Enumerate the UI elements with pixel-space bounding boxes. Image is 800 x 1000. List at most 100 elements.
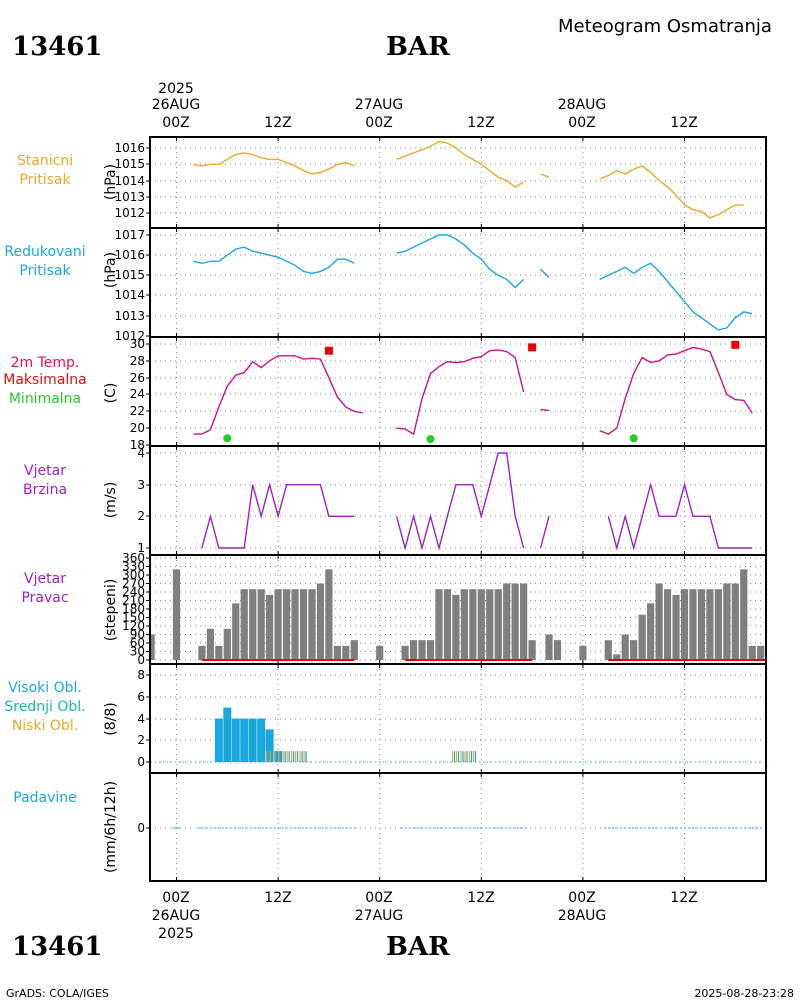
- unit-label-stp: (hPa): [103, 164, 119, 200]
- wind-dir-bar: [545, 634, 553, 660]
- wind-dir-bar: [257, 589, 265, 660]
- series-line-temperature: [396, 349, 525, 436]
- y-tick-label: 360: [122, 551, 145, 565]
- series-line-stp: [193, 152, 355, 175]
- y-tick-label: 1012: [114, 206, 145, 220]
- low-cloud-bar: [278, 751, 280, 762]
- wind-dir-bar: [223, 628, 231, 660]
- station-id-bottom: 13461: [12, 932, 102, 962]
- wind-dir-bar: [528, 640, 536, 660]
- wind-dir-bar: [469, 589, 477, 660]
- panel-frame-stp: [149, 136, 767, 229]
- wind-dir-bar: [342, 645, 350, 660]
- y-tick-label: 1016: [114, 141, 145, 155]
- y-tick-label: 0: [137, 821, 145, 835]
- low-cloud-bar: [472, 751, 475, 762]
- station-id-top: 13461: [12, 32, 102, 62]
- y-tick-label: 20: [130, 421, 145, 435]
- high-cloud-bar: [248, 718, 257, 762]
- low-cloud-bar: [451, 751, 454, 762]
- bottom-time-axis: 00Z 12Z 00Z 12Z 00Z 12Z 26AUG 27AUG 28AU…: [152, 890, 698, 942]
- wind-dir-bar: [325, 569, 333, 660]
- panel-label-tmp-1: Maksimalna: [3, 372, 87, 388]
- low-cloud-bar: [265, 751, 267, 762]
- wind-dir-bar: [477, 589, 485, 660]
- top-year-label: 2025: [158, 81, 194, 97]
- y-tick-label: 2: [137, 733, 145, 747]
- wind-dir-bar: [731, 583, 739, 660]
- low-cloud-bar: [288, 751, 290, 762]
- series-line-rdp: [540, 268, 550, 278]
- wind-dir-bar: [452, 594, 460, 660]
- panel-label-rdp-0: Redukovani: [4, 244, 85, 260]
- wind-dir-bar: [198, 645, 206, 660]
- y-tick-label: 180: [122, 602, 145, 616]
- series-line-stp: [599, 165, 744, 219]
- y-tick-label: 8: [137, 668, 145, 682]
- y-tick-label: 30: [130, 645, 145, 659]
- y-tick-label: 24: [130, 387, 145, 401]
- y-tick-label: 1014: [114, 288, 145, 302]
- top-hour-label-2: 12Z: [264, 115, 291, 131]
- wind-dir-bar: [249, 589, 257, 660]
- meteogram-title: Meteogram Osmatranja: [558, 16, 772, 37]
- series-line-stp: [540, 173, 550, 178]
- panel-label-stp-0: Stanicni: [17, 153, 73, 169]
- low-cloud-bar: [466, 751, 468, 762]
- panel-frame-prc: [149, 772, 767, 882]
- wind-dir-bar: [680, 589, 689, 660]
- bottom-hour-label-6: 12Z: [670, 890, 697, 906]
- unit-label-tmp: (C): [103, 383, 119, 404]
- tmax-marker: [324, 346, 333, 355]
- y-tick-label: 300: [122, 568, 145, 582]
- panel-cld: 8 6 4 2 0 (8/8) Visoki Obl. Srednji Obl. Niski O…: [4, 663, 767, 774]
- high-cloud-bar: [257, 718, 266, 762]
- top-date-label-2: 27AUG: [355, 97, 404, 113]
- wind-dir-bar: [494, 589, 502, 660]
- wind-dir-bar: [689, 589, 697, 660]
- panel-label-prc-0: Padavine: [13, 790, 77, 806]
- wind-dir-bar: [460, 589, 468, 660]
- high-cloud-bar: [265, 729, 274, 762]
- wind-dir-bar: [748, 645, 756, 660]
- low-cloud-bar: [282, 751, 284, 762]
- low-cloud-bar: [303, 751, 305, 762]
- wind-dir-bar: [630, 640, 638, 660]
- data-wdr: [150, 569, 766, 661]
- data-rdp: [193, 234, 753, 331]
- wind-dir-bar: [486, 589, 494, 660]
- series-line-stp: [396, 140, 524, 188]
- wind-dir-bar: [418, 640, 426, 660]
- y-tick-label: 1015: [114, 268, 145, 282]
- y-tick-label: 1013: [114, 309, 145, 323]
- unit-label-cld: (8/8): [103, 702, 119, 735]
- series-line-temperature: [540, 408, 550, 412]
- y-tick-label: 26: [130, 371, 145, 385]
- wind-dir-bar: [706, 589, 714, 660]
- y-tick-label: 1012: [114, 329, 145, 343]
- bottom-date-label-2: 27AUG: [355, 908, 404, 924]
- wind-dir-bar: [740, 569, 748, 660]
- panel-label-wsp-1: Brzina: [23, 482, 67, 498]
- wind-dir-bar: [443, 589, 452, 660]
- low-cloud-bar: [455, 751, 458, 762]
- bottom-hour-label-1: 00Z: [162, 890, 189, 906]
- panel-label-wdr-1: Pravac: [21, 590, 68, 606]
- y-tick-label: 1016: [114, 248, 145, 262]
- wind-dir-bar: [266, 594, 274, 660]
- top-date-label-1: 26AUG: [152, 97, 201, 113]
- wind-dir-bar: [435, 589, 443, 660]
- wind-dir-bar: [503, 583, 511, 660]
- y-tick-label: 3: [137, 478, 145, 492]
- panel-label-tmp-2: Minimalna: [9, 391, 81, 407]
- wind-dir-bar: [274, 589, 282, 660]
- panel-tmp: 30 28 26 24 22 20 18 (C) 2m Temp.Maksimalna Minim…: [3, 336, 767, 452]
- wind-dir-bar: [579, 645, 587, 660]
- series-line-temperature: [193, 355, 363, 435]
- y-tick-label: 6: [137, 690, 145, 704]
- low-cloud-bar: [468, 751, 471, 762]
- low-cloud-bar: [299, 751, 301, 762]
- y-tick-label: 1: [137, 541, 145, 555]
- low-cloud-bar: [457, 751, 460, 762]
